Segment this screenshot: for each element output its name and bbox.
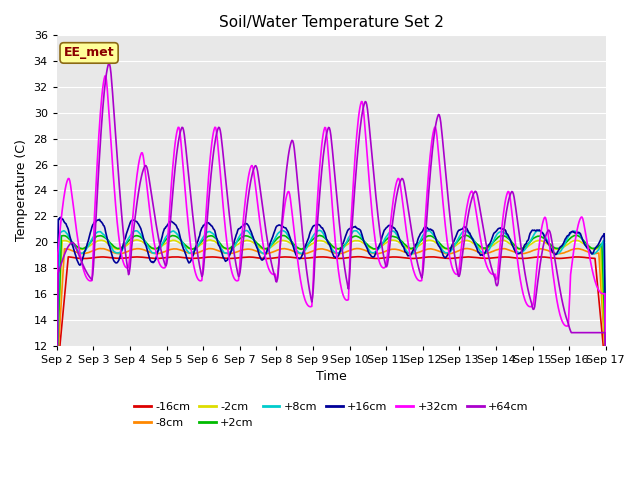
+8cm <box>316 228 323 233</box>
Line: -2cm: -2cm <box>57 240 605 364</box>
+8cm <box>399 242 406 248</box>
+64cm <box>415 265 422 271</box>
-8cm <box>204 246 212 252</box>
+8cm <box>175 234 183 240</box>
+32cm <box>120 261 128 267</box>
-8cm <box>602 361 609 367</box>
+16cm <box>399 243 406 249</box>
-2cm <box>63 238 70 244</box>
-2cm <box>415 243 422 249</box>
Line: +32cm: +32cm <box>57 76 605 362</box>
+16cm <box>176 232 184 238</box>
+64cm <box>602 372 609 378</box>
Title: Soil/Water Temperature Set 2: Soil/Water Temperature Set 2 <box>219 15 444 30</box>
+32cm <box>101 73 109 79</box>
Y-axis label: Temperature (C): Temperature (C) <box>15 140 28 241</box>
+16cm <box>205 220 212 226</box>
-16cm <box>602 369 609 374</box>
-8cm <box>398 248 406 254</box>
+2cm <box>414 241 422 247</box>
-2cm <box>399 242 406 248</box>
+8cm <box>602 334 609 340</box>
Line: -16cm: -16cm <box>57 257 605 378</box>
+64cm <box>120 237 128 242</box>
+32cm <box>205 172 212 178</box>
+16cm <box>602 337 609 343</box>
-16cm <box>399 255 406 261</box>
+32cm <box>399 199 406 205</box>
+16cm <box>415 235 422 240</box>
+64cm <box>205 198 212 204</box>
-8cm <box>175 247 183 252</box>
X-axis label: Time: Time <box>316 370 347 383</box>
+2cm <box>53 366 61 372</box>
+32cm <box>63 180 70 185</box>
Line: +2cm: +2cm <box>57 235 605 369</box>
+32cm <box>176 128 184 134</box>
-16cm <box>175 254 183 260</box>
+32cm <box>602 360 609 365</box>
+64cm <box>105 60 113 66</box>
+16cm <box>57 215 65 220</box>
Line: -8cm: -8cm <box>57 249 605 375</box>
Legend: -16cm, -8cm, -2cm, +2cm, +8cm, +16cm, +32cm, +64cm: -16cm, -8cm, -2cm, +2cm, +8cm, +16cm, +3… <box>129 397 533 432</box>
+8cm <box>63 230 70 236</box>
+8cm <box>53 365 61 371</box>
+8cm <box>120 245 127 251</box>
+2cm <box>398 239 406 244</box>
-8cm <box>414 250 422 255</box>
-2cm <box>120 245 127 251</box>
+16cm <box>120 239 128 244</box>
+2cm <box>462 232 470 238</box>
-16cm <box>204 254 212 260</box>
-16cm <box>415 255 422 261</box>
-2cm <box>133 237 141 243</box>
+2cm <box>175 236 183 241</box>
-2cm <box>176 240 184 246</box>
-16cm <box>53 375 61 381</box>
+2cm <box>63 234 70 240</box>
-2cm <box>205 237 212 243</box>
-8cm <box>63 246 70 252</box>
+32cm <box>415 277 422 283</box>
+16cm <box>64 225 72 230</box>
+2cm <box>204 233 212 239</box>
-8cm <box>120 250 127 256</box>
Text: EE_met: EE_met <box>64 47 115 60</box>
+32cm <box>53 337 61 343</box>
+64cm <box>176 132 184 137</box>
+64cm <box>399 176 406 181</box>
+64cm <box>63 246 70 252</box>
Line: +16cm: +16cm <box>57 217 605 340</box>
+16cm <box>53 329 61 335</box>
-16cm <box>120 255 127 261</box>
Line: +64cm: +64cm <box>57 63 605 388</box>
-8cm <box>53 372 61 378</box>
+8cm <box>415 240 422 246</box>
+2cm <box>602 347 609 352</box>
+8cm <box>204 229 212 235</box>
-2cm <box>602 361 609 367</box>
-8cm <box>463 246 470 252</box>
+64cm <box>53 385 61 391</box>
+2cm <box>120 243 127 249</box>
Line: +8cm: +8cm <box>57 230 605 368</box>
-16cm <box>63 270 70 276</box>
-2cm <box>53 360 61 365</box>
-16cm <box>354 254 362 260</box>
